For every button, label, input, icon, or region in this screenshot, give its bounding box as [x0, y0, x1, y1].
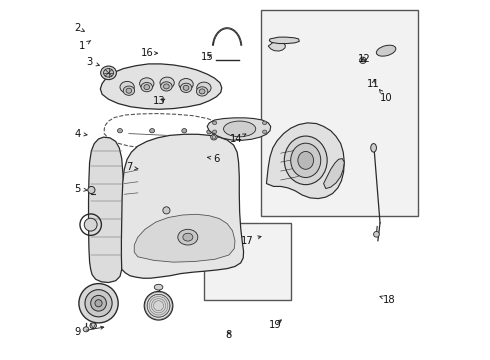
Text: 14: 14: [230, 134, 246, 144]
Text: 8: 8: [226, 330, 232, 341]
Polygon shape: [323, 158, 344, 189]
Ellipse shape: [212, 135, 216, 139]
Text: 17: 17: [241, 236, 261, 246]
Bar: [204, 223, 292, 300]
Ellipse shape: [371, 144, 376, 152]
Ellipse shape: [123, 86, 135, 95]
Ellipse shape: [298, 152, 314, 169]
Ellipse shape: [85, 290, 112, 317]
Ellipse shape: [178, 229, 198, 245]
Ellipse shape: [183, 85, 189, 90]
Ellipse shape: [291, 143, 321, 177]
Text: 4: 4: [74, 129, 87, 139]
Ellipse shape: [154, 284, 163, 290]
Text: 2: 2: [74, 23, 84, 33]
Ellipse shape: [84, 218, 97, 231]
Text: 13: 13: [153, 96, 166, 107]
Ellipse shape: [100, 66, 117, 80]
Text: 6: 6: [207, 154, 220, 163]
Text: 19: 19: [269, 320, 282, 330]
Text: 12: 12: [358, 54, 371, 64]
Ellipse shape: [362, 59, 364, 62]
Ellipse shape: [180, 83, 192, 93]
Polygon shape: [134, 214, 235, 262]
Ellipse shape: [182, 129, 187, 133]
Ellipse shape: [126, 88, 132, 93]
Ellipse shape: [164, 84, 169, 89]
Ellipse shape: [213, 130, 217, 134]
Ellipse shape: [161, 82, 172, 91]
Text: 10: 10: [380, 90, 392, 103]
Ellipse shape: [360, 57, 366, 64]
Ellipse shape: [263, 130, 267, 134]
Bar: [261, 10, 418, 216]
Ellipse shape: [91, 296, 106, 311]
Text: 3: 3: [86, 57, 99, 67]
Text: 5: 5: [74, 184, 87, 194]
Polygon shape: [268, 42, 285, 51]
Polygon shape: [267, 123, 344, 199]
Ellipse shape: [211, 134, 217, 140]
Ellipse shape: [183, 233, 193, 241]
Text: 16: 16: [141, 48, 158, 58]
Ellipse shape: [79, 284, 118, 323]
Text: 18: 18: [380, 295, 396, 305]
Ellipse shape: [223, 121, 256, 137]
Ellipse shape: [179, 78, 193, 90]
Text: 1: 1: [79, 41, 91, 51]
Ellipse shape: [373, 231, 379, 237]
Ellipse shape: [376, 45, 396, 56]
Ellipse shape: [207, 130, 212, 134]
Ellipse shape: [199, 89, 205, 94]
Ellipse shape: [90, 323, 97, 329]
Ellipse shape: [120, 81, 134, 93]
Polygon shape: [100, 64, 222, 109]
Ellipse shape: [103, 68, 114, 77]
Ellipse shape: [163, 207, 170, 214]
Ellipse shape: [95, 300, 102, 307]
Ellipse shape: [263, 121, 267, 125]
Ellipse shape: [147, 294, 170, 317]
Ellipse shape: [149, 129, 155, 133]
Text: 15: 15: [201, 52, 214, 62]
Text: 9: 9: [74, 326, 104, 337]
Polygon shape: [122, 134, 244, 278]
Polygon shape: [89, 137, 124, 283]
Ellipse shape: [140, 78, 154, 89]
Ellipse shape: [160, 77, 174, 89]
Polygon shape: [207, 118, 270, 140]
Ellipse shape: [196, 87, 208, 96]
Ellipse shape: [284, 136, 327, 185]
Text: 11: 11: [367, 78, 380, 89]
Text: 7: 7: [126, 162, 138, 172]
Ellipse shape: [88, 186, 95, 194]
Ellipse shape: [197, 82, 211, 94]
Polygon shape: [270, 37, 299, 44]
Ellipse shape: [213, 121, 217, 125]
Ellipse shape: [141, 82, 152, 92]
Ellipse shape: [144, 292, 173, 320]
Ellipse shape: [83, 327, 89, 332]
Ellipse shape: [118, 129, 122, 133]
Ellipse shape: [144, 85, 149, 90]
